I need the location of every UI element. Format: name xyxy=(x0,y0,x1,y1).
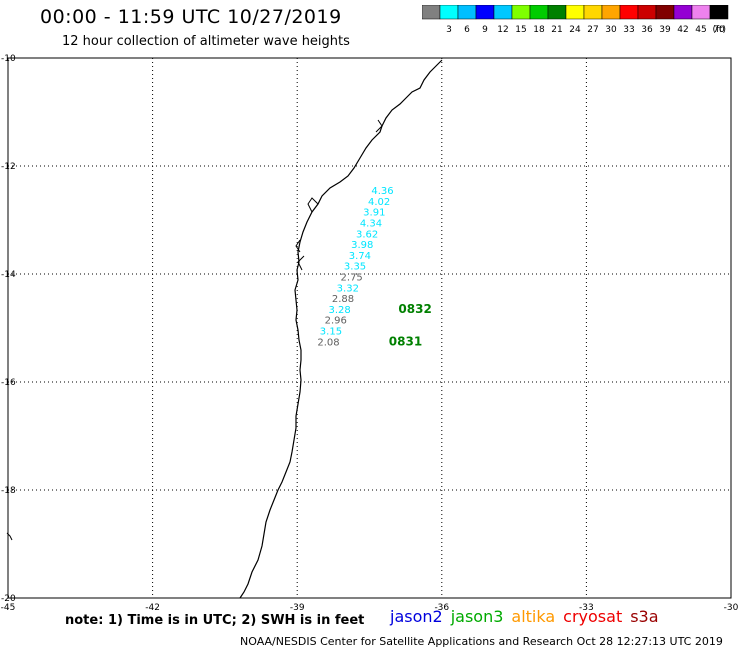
colorbar-label: 33 xyxy=(623,25,634,35)
satellite-legend-item: jason2 xyxy=(390,607,443,626)
wave-height-value: 3.62 xyxy=(356,229,378,240)
longitude-tick-label: -30 xyxy=(724,603,739,613)
bay-inlet xyxy=(295,119,383,271)
pass-time-label: 0831 xyxy=(389,334,422,348)
wave-height-value: 3.74 xyxy=(349,251,371,262)
longitude-tick-label: -42 xyxy=(145,603,160,613)
wave-height-value: 2.75 xyxy=(341,272,363,283)
map-frame xyxy=(7,57,732,599)
wave-height-value: 3.28 xyxy=(328,305,350,316)
latitude-tick-label: -20 xyxy=(1,594,16,604)
satellite-legend: jason2 jason3 altika cryosat s3a xyxy=(390,607,667,626)
colorbar-label: 36 xyxy=(641,25,653,35)
colorbar-label: 24 xyxy=(569,25,581,35)
colorbar-label: 3 xyxy=(446,25,452,35)
pass-time-layer: 0832 0831 xyxy=(389,302,432,348)
wave-height-value: 2.96 xyxy=(325,316,347,327)
wave-height-value: 3.32 xyxy=(337,283,359,294)
colorbar-label: 21 xyxy=(551,25,562,35)
wave-height-value: 2.08 xyxy=(317,337,339,348)
latitude-tick-label: -14 xyxy=(1,270,16,280)
colorbar-label: 6 xyxy=(464,25,470,35)
map-subtitle: 12 hour collection of altimeter wave hei… xyxy=(62,34,350,49)
colorbar-label: 12 xyxy=(497,25,508,35)
latitude-tick-label: -16 xyxy=(1,378,16,388)
colorbar-label: 18 xyxy=(533,25,545,35)
coastline xyxy=(239,59,443,599)
longitude-tick-label: -36 xyxy=(434,603,449,613)
colorbar-label: 42 xyxy=(677,25,688,35)
pass-time-label: 0832 xyxy=(398,302,431,316)
latitude-tick-label: -10 xyxy=(1,54,16,64)
colorbar-swatch xyxy=(709,5,729,20)
wave-height-value: 4.36 xyxy=(371,186,393,197)
colorbar-label: 27 xyxy=(587,25,598,35)
satellite-legend-item: cryosat xyxy=(563,607,623,626)
longitude-tick-label: -45 xyxy=(1,603,16,613)
observation-layer: 4.364.023.914.343.623.983.743.352.753.32… xyxy=(317,186,393,348)
wave-height-value: 3.35 xyxy=(344,262,366,273)
longitude-tick-label: -39 xyxy=(290,603,305,613)
latitude-labels: -10 -12 -14 -16 -18 -20 xyxy=(1,54,16,604)
colorbar-label: 30 xyxy=(605,25,617,35)
footer-note: note: 1) Time is in UTC; 2) SWH is in fe… xyxy=(65,613,365,628)
graticule-grid xyxy=(7,57,732,599)
wave-height-value: 3.98 xyxy=(351,240,373,251)
latitude-tick-label: -12 xyxy=(1,162,16,172)
footer-credits: NOAA/NESDIS Center for Satellite Applica… xyxy=(240,635,723,648)
latitude-tick-label: -18 xyxy=(1,486,16,496)
wave-height-colorbar: 3 6 9 12 15 18 21 24 27 30 33 36 39 42 45 70(ft) xyxy=(422,5,729,35)
map-title: 00:00 - 11:59 UTC 10/27/2019 xyxy=(40,6,342,28)
satellite-legend-item: s3a xyxy=(630,607,659,626)
satellite-legend-item: jason3 xyxy=(450,607,504,626)
satellite-legend-item: altika xyxy=(511,607,556,626)
colorbar-label: 9 xyxy=(482,25,488,35)
longitude-labels: -45 -42 -39 -36 -33 -30 xyxy=(1,603,739,613)
colorbar-label: 15 xyxy=(515,25,526,35)
colorbar-label: 39 xyxy=(659,25,671,35)
wave-height-value: 3.91 xyxy=(363,208,385,219)
colorbar-unit: (ft) xyxy=(712,25,726,35)
colorbar-label: 45 xyxy=(695,25,706,35)
longitude-tick-label: -33 xyxy=(579,603,594,613)
colorbar-label: 70 xyxy=(713,25,725,35)
wave-height-value: 2.88 xyxy=(332,294,354,305)
wave-height-value: 4.02 xyxy=(368,197,390,208)
island-mark xyxy=(6,532,13,541)
wave-height-value: 3.15 xyxy=(320,326,342,337)
wave-height-value: 4.34 xyxy=(360,218,382,229)
